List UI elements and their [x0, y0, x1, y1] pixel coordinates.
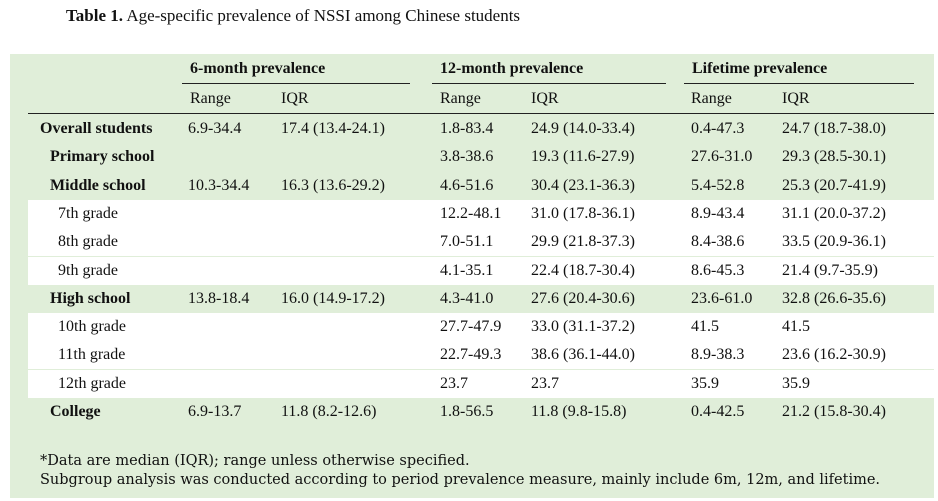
group-underline-12-month — [432, 83, 666, 84]
subheader-iqr: IQR — [531, 90, 559, 107]
table-row: 9th grade 4.1-35.1 22.4 (18.7-30.4) 8.6-45.… — [28, 256, 934, 285]
table-cell: 30.4 (23.1-36.3) — [531, 176, 635, 194]
table-cell: 6.9-13.7 — [188, 403, 242, 420]
table-cell: 29.3 (28.5-30.1) — [782, 148, 886, 166]
table-row: Overall students 6.9-34.4 17.4 (13.4-24.1)… — [28, 115, 934, 143]
table-cell: 25.3 (20.7-41.9) — [782, 176, 886, 194]
table-row: 12th grade 23.7 23.7 35.9 35.9 — [28, 369, 934, 398]
row-label: Overall students — [40, 120, 153, 137]
table-cell: 24.7 (18.7-38.0) — [782, 120, 886, 137]
table-cell: 21.2 (15.8-30.4) — [782, 403, 886, 420]
table-cell: 22.4 (18.7-30.4) — [531, 261, 635, 279]
table-cell: 8.9-43.4 — [691, 204, 745, 222]
table-cell: 16.3 (13.6-29.2) — [281, 176, 385, 194]
group-header-6-month: 6-month prevalence — [190, 60, 326, 77]
table-row: Primary school 3.8-38.6 19.3 (11.6-27.9) 27… — [28, 143, 934, 171]
group-header-lifetime: Lifetime prevalence — [692, 60, 828, 77]
row-label: 9th grade — [58, 261, 118, 279]
table-caption: Table 1. Age-specific prevalence of NSSI… — [66, 6, 520, 26]
row-label: 10th grade — [58, 318, 126, 336]
row-label: 7th grade — [58, 204, 118, 222]
table-cell: 32.8 (26.6-35.6) — [782, 289, 886, 307]
subheader-iqr: IQR — [281, 90, 309, 107]
table-cell: 41.5 — [782, 318, 810, 336]
table-cell: 23.6 (16.2-30.9) — [782, 346, 886, 364]
table-row: 10th grade 27.7-47.9 33.0 (31.1-37.2) 41.5 4… — [28, 313, 934, 342]
table-cell: 4.3-41.0 — [440, 289, 494, 307]
subheader-range: Range — [440, 90, 481, 107]
table-cell: 21.4 (9.7-35.9) — [782, 261, 878, 279]
table-cell: 13.8-18.4 — [188, 289, 250, 307]
table-cell: 7.0-51.1 — [440, 233, 494, 251]
table-cell: 5.4-52.8 — [691, 176, 745, 194]
table-cell: 16.0 (14.9-17.2) — [281, 289, 385, 307]
table-cell: 31.0 (17.8-36.1) — [531, 204, 635, 222]
table-cell: 19.3 (11.6-27.9) — [531, 148, 635, 166]
group-underline-lifetime — [684, 83, 914, 84]
table-cell: 33.5 (20.9-36.1) — [782, 233, 886, 251]
table-cell: 0.4-42.5 — [691, 403, 745, 420]
table-cell: 35.9 — [782, 374, 810, 392]
table-row: Middle school 10.3-34.4 16.3 (13.6-29.2) 4.… — [28, 172, 934, 200]
group-underline-6-month — [182, 83, 410, 84]
table-cell: 27.7-47.9 — [440, 318, 502, 336]
footnote-subgroup: Subgroup analysis was conducted accordin… — [40, 472, 881, 488]
row-label: 11th grade — [58, 346, 126, 364]
table-cell: 6.9-34.4 — [188, 120, 242, 137]
table-title: Age-specific prevalence of NSSI among Ch… — [123, 6, 521, 25]
table-cell: 35.9 — [691, 374, 719, 392]
footnote-data: *Data are median (IQR); range unless oth… — [40, 453, 470, 469]
table-cell: 23.6-61.0 — [691, 289, 753, 307]
table-row: 7th grade 12.2-48.1 31.0 (17.8-36.1) 8.9-43… — [28, 199, 934, 228]
table-row: College 6.9-13.7 11.8 (8.2-12.6) 1.8-56.5 11… — [28, 398, 934, 426]
table-cell: 24.9 (14.0-33.4) — [531, 120, 635, 137]
row-label: Middle school — [50, 176, 146, 194]
row-label: 12th grade — [58, 374, 126, 392]
table-cell: 4.1-35.1 — [440, 261, 494, 279]
table-row: 8th grade 7.0-51.1 29.9 (21.8-37.3) 8.4-38.… — [28, 228, 934, 257]
table-cell: 4.6-51.6 — [440, 176, 494, 194]
header-rule — [28, 113, 934, 114]
table-cell: 8.4-38.6 — [691, 233, 745, 251]
table-cell: 27.6 (20.4-30.6) — [531, 289, 635, 307]
table-row: High school 13.8-18.4 16.0 (14.9-17.2) 4.3-… — [28, 285, 934, 313]
subheader-range: Range — [190, 90, 231, 107]
table-cell: 11.8 (8.2-12.6) — [281, 403, 377, 420]
table-cell: 0.4-47.3 — [691, 120, 745, 137]
table-row: 11th grade 22.7-49.3 38.6 (36.1-44.0) 8.9-3… — [28, 341, 934, 370]
table-cell: 22.7-49.3 — [440, 346, 502, 364]
table-cell: 33.0 (31.1-37.2) — [531, 318, 635, 336]
table-cell: 3.8-38.6 — [440, 148, 494, 166]
row-label: Primary school — [50, 148, 155, 166]
row-label: College — [50, 403, 101, 420]
table-cell: 29.9 (21.8-37.3) — [531, 233, 635, 251]
table-cell: 17.4 (13.4-24.1) — [281, 120, 385, 137]
table-cell: 38.6 (36.1-44.0) — [531, 346, 635, 364]
table-cell: 10.3-34.4 — [188, 176, 250, 194]
table-cell: 8.6-45.3 — [691, 261, 745, 279]
table-cell: 23.7 — [531, 374, 559, 392]
table-cell: 1.8-56.5 — [440, 403, 494, 420]
subheader-range: Range — [691, 90, 732, 107]
row-label: High school — [50, 289, 131, 307]
table-cell: 11.8 (9.8-15.8) — [531, 403, 627, 420]
table-cell: 12.2-48.1 — [440, 204, 502, 222]
table-cell: 8.9-38.3 — [691, 346, 745, 364]
table-number: Table 1. — [66, 6, 124, 25]
table-cell: 31.1 (20.0-37.2) — [782, 204, 886, 222]
row-label: 8th grade — [58, 233, 118, 251]
table-cell: 41.5 — [691, 318, 719, 336]
table-cell: 27.6-31.0 — [691, 148, 753, 166]
table-cell: 1.8-83.4 — [440, 120, 494, 137]
group-header-12-month: 12-month prevalence — [440, 60, 584, 77]
table-cell: 23.7 — [440, 374, 468, 392]
subheader-iqr: IQR — [782, 90, 810, 107]
